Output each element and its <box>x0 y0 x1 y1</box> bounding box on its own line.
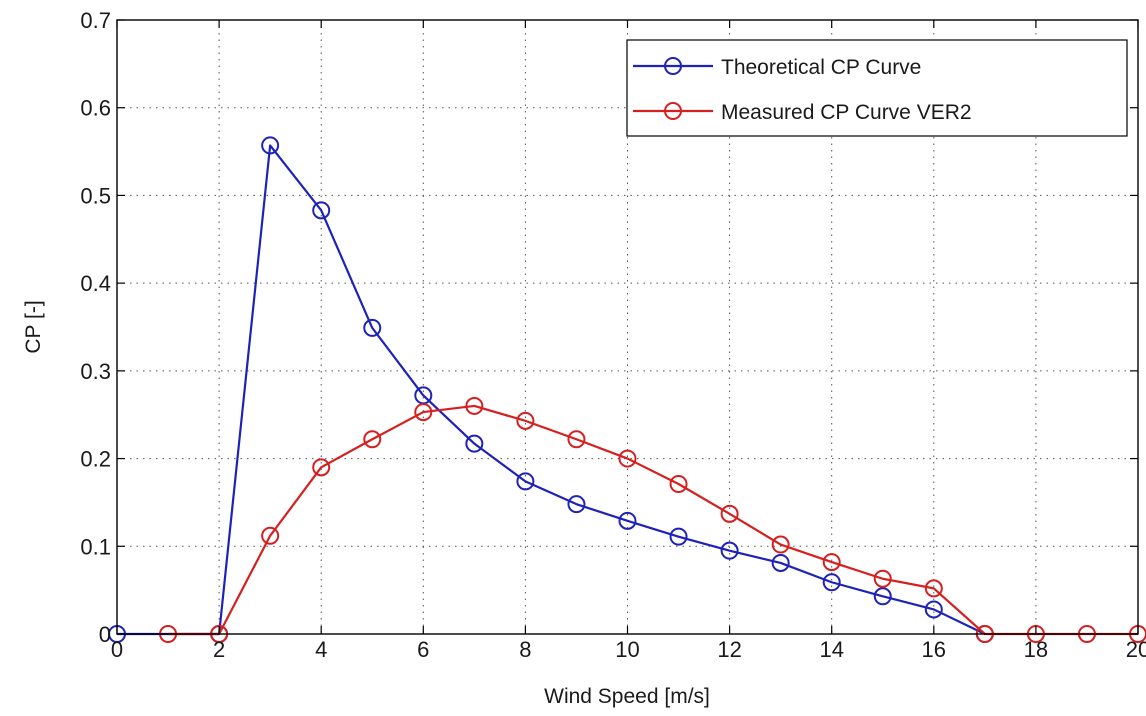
y-tick-label: 0 <box>99 622 111 647</box>
data-point <box>669 527 688 546</box>
ticks <box>116 19 1139 635</box>
data-point <box>516 472 535 491</box>
data-point <box>567 430 586 449</box>
x-axis-label: Wind Speed [m/s] <box>544 685 710 708</box>
legend-marker-theoretical <box>664 57 682 75</box>
legend-label-measured: Measured CP Curve VER2 <box>721 101 972 124</box>
x-tick-label: 16 <box>922 637 946 662</box>
data-point <box>261 136 280 155</box>
legend-marker-measured <box>664 102 682 120</box>
data-point <box>873 587 892 606</box>
data-point <box>669 475 688 494</box>
x-tick-label: 20 <box>1126 637 1146 662</box>
x-tick-label: 14 <box>819 637 843 662</box>
data-point <box>720 504 739 523</box>
legend-label-theoretical: Theoretical CP Curve <box>721 56 921 79</box>
data-point <box>618 511 637 530</box>
series-line <box>168 404 1138 636</box>
data-point <box>873 569 892 588</box>
data-point <box>567 495 586 514</box>
y-tick-label: 0.6 <box>80 96 111 121</box>
data-point <box>720 541 739 560</box>
x-tick-label: 18 <box>1024 637 1048 662</box>
data-point <box>822 553 841 572</box>
y-tick-label: 0.3 <box>80 359 111 384</box>
data-point <box>822 573 841 592</box>
y-tick-label: 0.4 <box>80 271 111 296</box>
data-point <box>924 579 943 598</box>
series-measured <box>159 396 1146 643</box>
x-tick-label: 4 <box>315 637 327 662</box>
data-point <box>312 201 331 220</box>
x-tick-label: 10 <box>615 637 639 662</box>
y-tick-label: 0.2 <box>80 447 111 472</box>
tick-labels: 0 2 4 6 8 10 12 14 16 18 20 0 0.1 0.2 0.3 0.4 0.5 0.6 0.7 <box>80 8 1146 662</box>
y-tick-label: 0.7 <box>80 8 111 33</box>
x-tick-label: 0 <box>111 637 123 662</box>
y-tick-label: 0.1 <box>80 534 111 559</box>
data-point <box>771 535 790 554</box>
data-point <box>465 396 484 415</box>
x-tick-label: 2 <box>213 637 225 662</box>
data-point <box>363 430 382 449</box>
x-tick-label: 6 <box>417 637 429 662</box>
y-axis-label: CP [-] <box>22 300 45 353</box>
series-line <box>117 144 986 636</box>
x-tick-label: 8 <box>519 637 531 662</box>
data-point <box>618 449 637 468</box>
data-point <box>516 411 535 430</box>
data-point <box>261 526 280 545</box>
data-point <box>363 318 382 337</box>
data-point <box>414 403 433 422</box>
data-point <box>312 458 331 477</box>
legend-box <box>626 39 1128 137</box>
data-point <box>771 553 790 572</box>
data-point <box>924 600 943 619</box>
legend: Theoretical CP Curve Measured CP Curve V… <box>626 39 1128 137</box>
y-tick-label: 0.5 <box>80 183 111 208</box>
x-tick-label: 12 <box>717 637 741 662</box>
data-point <box>465 434 484 453</box>
grid <box>117 20 1138 634</box>
